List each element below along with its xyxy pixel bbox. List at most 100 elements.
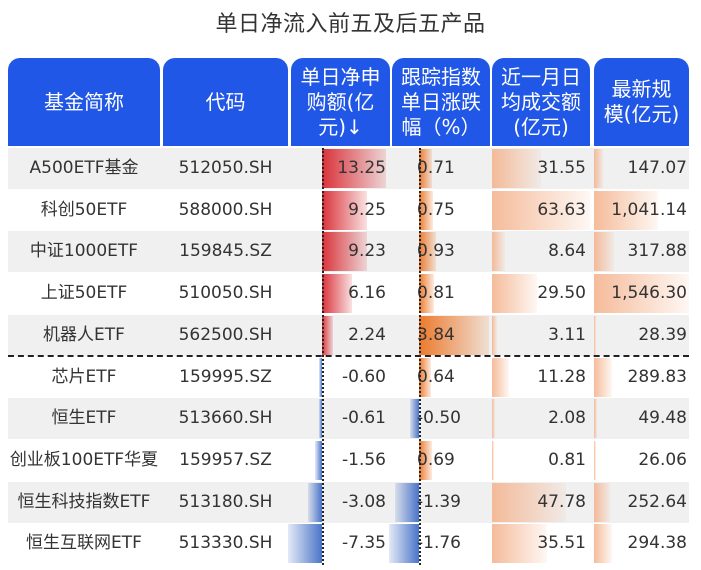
index-up-bar <box>419 357 431 397</box>
table-row: 中证1000ETF 159845.SZ 9.23 0.93 8.64 317.88 <box>8 231 689 273</box>
aum-value: 147.07 <box>627 158 687 178</box>
fund-name: 机器人ETF <box>43 324 125 345</box>
net-inflow-bar <box>322 315 333 355</box>
avg-volume-value: 35.51 <box>537 533 586 554</box>
avg-volume-bar <box>492 274 538 314</box>
index-change-value: 0.69 <box>417 449 455 470</box>
avg-volume-value: 0.81 <box>548 449 586 470</box>
fund-code: 513180.SH <box>178 491 273 512</box>
avg-volume-bar <box>492 440 494 480</box>
fund-name: 科创50ETF <box>40 199 128 220</box>
fund-code: 510050.SH <box>178 283 273 304</box>
index-change-value: 0.81 <box>417 283 455 304</box>
net-subscription-value: 13.25 <box>337 158 386 178</box>
aum-value: 294.38 <box>627 533 687 554</box>
index-change-value: 0.71 <box>417 158 455 178</box>
index-change-value: 3.84 <box>417 324 455 345</box>
net-subscription-value: -0.60 <box>342 366 386 387</box>
aum-value: 252.64 <box>627 491 687 512</box>
net-inflow-bar <box>322 232 367 272</box>
header-code: 代码 <box>163 58 288 146</box>
aum-value: 289.83 <box>627 366 687 387</box>
net-inflow-bar <box>322 149 386 188</box>
index-up-bar <box>419 274 434 314</box>
avg-volume-value: 11.28 <box>537 366 586 387</box>
avg-volume-bar <box>492 399 496 439</box>
index-change-value: 0.93 <box>417 241 455 262</box>
header-index-change-label: 跟踪指数单日涨跌幅（%） <box>401 64 481 139</box>
aum-value: 26.06 <box>638 449 687 470</box>
index-change-value: 0.64 <box>417 366 455 387</box>
aum-bar <box>594 482 610 522</box>
header-fund-name-label: 基金简称 <box>44 89 124 114</box>
aum-bar <box>594 232 614 272</box>
top-bottom-separator <box>8 355 689 357</box>
fund-name: 中证1000ETF <box>29 241 139 262</box>
aum-value: 317.88 <box>627 241 687 262</box>
fund-code: 159845.SZ <box>179 241 272 262</box>
avg-volume-value: 2.08 <box>548 408 586 429</box>
net-subscription-value: 9.25 <box>348 199 386 220</box>
avg-volume-bar <box>492 149 541 188</box>
header-avg-volume: 近一月日均成交额(亿元) <box>492 58 590 146</box>
net-outflow-bar <box>288 524 322 564</box>
aum-value: 28.39 <box>638 324 687 345</box>
net-inflow-bar <box>322 190 367 230</box>
fund-name: 恒生ETF <box>51 408 117 429</box>
net-subscription-value: -0.61 <box>342 408 386 429</box>
index-change-value: 0.75 <box>417 199 455 220</box>
aum-bar <box>594 274 689 314</box>
net-outflow-bar <box>314 440 322 480</box>
avg-volume-value: 3.11 <box>548 324 586 345</box>
fund-name: 芯片ETF <box>51 366 117 387</box>
index-up-bar <box>419 190 433 230</box>
avg-volume-value: 29.50 <box>537 283 586 304</box>
table-row: A500ETF基金 512050.SH 13.25 0.71 31.55 147.07 <box>8 148 689 189</box>
table-row: 芯片ETF 159995.SZ -0.60 0.64 11.28 289.83 <box>8 357 689 398</box>
net-outflow-bar <box>307 482 322 522</box>
chart-title: 单日净流入前五及后五产品 <box>215 12 486 37</box>
aum-bar <box>594 399 598 439</box>
table-row: 科创50ETF 588000.SH 9.25 0.75 63.63 1,041.14 <box>8 190 689 231</box>
net-inflow-bar <box>322 274 352 314</box>
header-aum-label: 最新规模(亿元) <box>603 77 680 126</box>
fund-code: 562500.SH <box>178 324 273 345</box>
fund-name: A500ETF基金 <box>29 158 139 178</box>
aum-value: 1,546.30 <box>611 283 687 304</box>
avg-volume-bar <box>492 482 566 522</box>
avg-volume-bar <box>492 524 547 564</box>
table-row: 创业板100ETF华夏 159957.SZ -1.56 0.69 0.81 26.06 <box>8 440 689 481</box>
table-row: 恒生科技指数ETF 513180.SH -3.08 -1.39 47.78 252.64 <box>8 481 689 523</box>
fund-name: 创业板100ETF华夏 <box>9 449 159 470</box>
avg-volume-bar <box>492 232 506 272</box>
aum-bar <box>594 440 596 480</box>
avg-volume-bar <box>492 190 590 230</box>
index-change-value: -1.39 <box>417 491 461 512</box>
header-code-label: 代码 <box>205 89 246 114</box>
index-up-bar <box>419 440 432 480</box>
fund-code: 513660.SH <box>178 408 273 429</box>
table-row: 恒生ETF 513660.SH -0.61 -0.50 2.08 49.48 <box>8 398 689 440</box>
net-subscription-value: -3.08 <box>342 491 386 512</box>
header-net-subscription[interactable]: 单日净申购额(亿元)↓ <box>291 58 390 146</box>
header-avg-volume-label: 近一月日均成交额(亿元) <box>501 64 581 139</box>
avg-volume-bar <box>492 357 510 397</box>
index-change-value: -0.50 <box>417 408 461 429</box>
avg-volume-value: 47.78 <box>537 491 586 512</box>
header-index-change: 跟踪指数单日涨跌幅（%） <box>392 58 490 146</box>
avg-volume-value: 8.64 <box>548 241 586 262</box>
aum-bar <box>594 315 596 355</box>
net-subscription-value: 6.16 <box>348 283 386 304</box>
index-down-bar <box>389 524 419 564</box>
index-up-bar <box>419 315 489 355</box>
avg-volume-value: 31.55 <box>537 158 586 178</box>
fund-code: 588000.SH <box>178 199 273 220</box>
avg-volume-value: 63.63 <box>537 199 586 220</box>
fund-code: 512050.SH <box>178 158 273 178</box>
aum-bar <box>594 190 658 230</box>
index-up-bar <box>419 149 432 188</box>
net-subscription-value: -7.35 <box>342 533 386 554</box>
net-subscription-value: 9.23 <box>348 241 386 262</box>
fund-name: 恒生科技指数ETF <box>17 491 151 512</box>
aum-bar <box>594 149 604 188</box>
